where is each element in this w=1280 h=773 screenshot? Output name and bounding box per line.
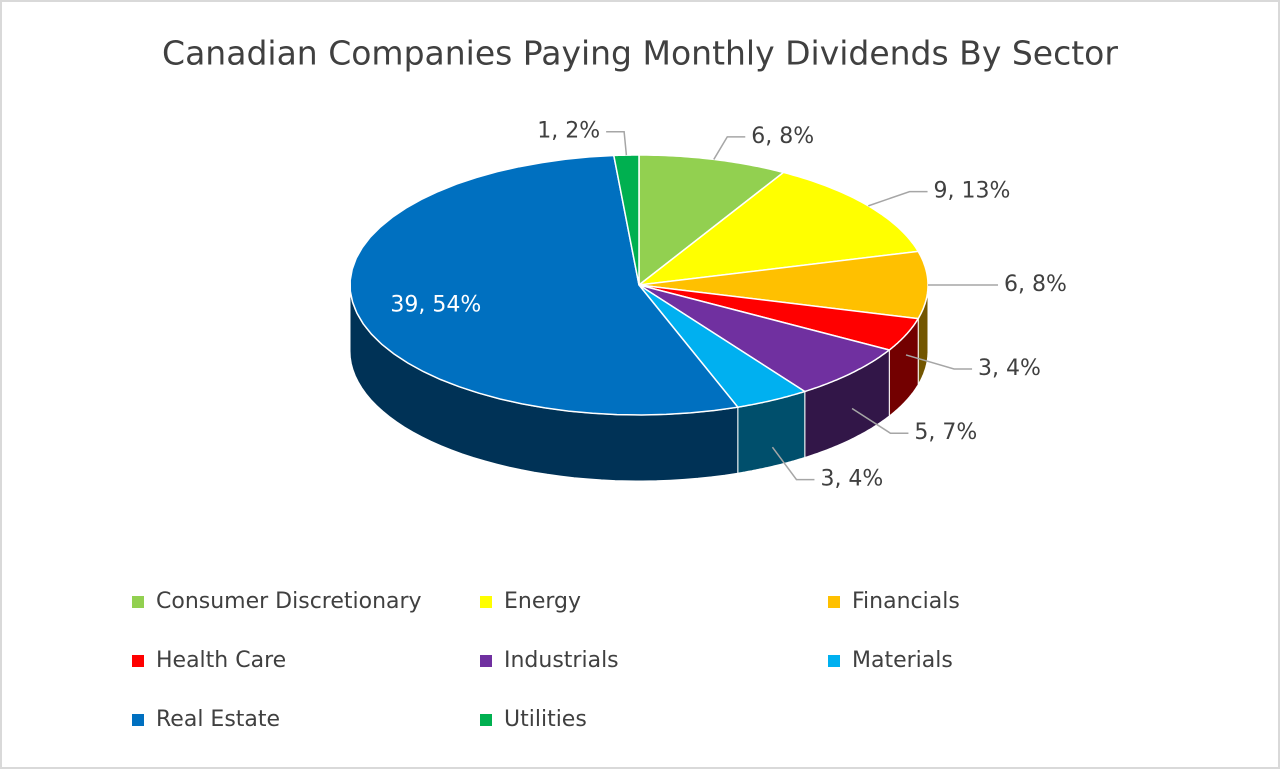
data-label: 1, 2% — [537, 119, 600, 144]
leader-line — [868, 190, 928, 207]
leader-line — [713, 136, 746, 160]
legend-swatch — [828, 596, 840, 608]
slice — [638, 284, 920, 351]
data-label: 39, 54% — [390, 292, 481, 317]
slice — [349, 154, 740, 416]
leader-line — [606, 130, 628, 156]
legend-swatch — [480, 655, 492, 667]
legend-swatch — [132, 655, 144, 667]
legend-swatch — [828, 655, 840, 667]
legend-swatch — [480, 714, 492, 726]
data-label: 5, 7% — [914, 420, 977, 445]
legend-label: Utilities — [504, 707, 587, 732]
legend-label: Real Estate — [156, 707, 280, 732]
leader-line — [771, 446, 815, 481]
data-label: 9, 13% — [934, 179, 1011, 204]
data-label: 6, 8% — [751, 124, 814, 149]
legend-label: Energy — [504, 589, 581, 614]
legend-swatch — [132, 714, 144, 726]
data-label: 3, 4% — [820, 467, 883, 492]
legend-label: Financials — [852, 589, 960, 614]
leader-line — [851, 407, 909, 434]
legend-swatch — [132, 596, 144, 608]
slice — [638, 284, 807, 409]
data-label: 3, 4% — [978, 356, 1041, 381]
legend-label: Consumer Discretionary — [156, 589, 422, 614]
data-label: 6, 8% — [1004, 272, 1067, 297]
legend-label: Industrials — [504, 648, 619, 673]
chart-title: Canadian Companies Paying Monthly Divide… — [162, 34, 1118, 73]
legend-label: Health Care — [156, 648, 286, 673]
legend-swatch — [480, 596, 492, 608]
slice — [638, 284, 891, 393]
legend-label: Materials — [852, 648, 953, 673]
leader-line — [905, 354, 973, 370]
